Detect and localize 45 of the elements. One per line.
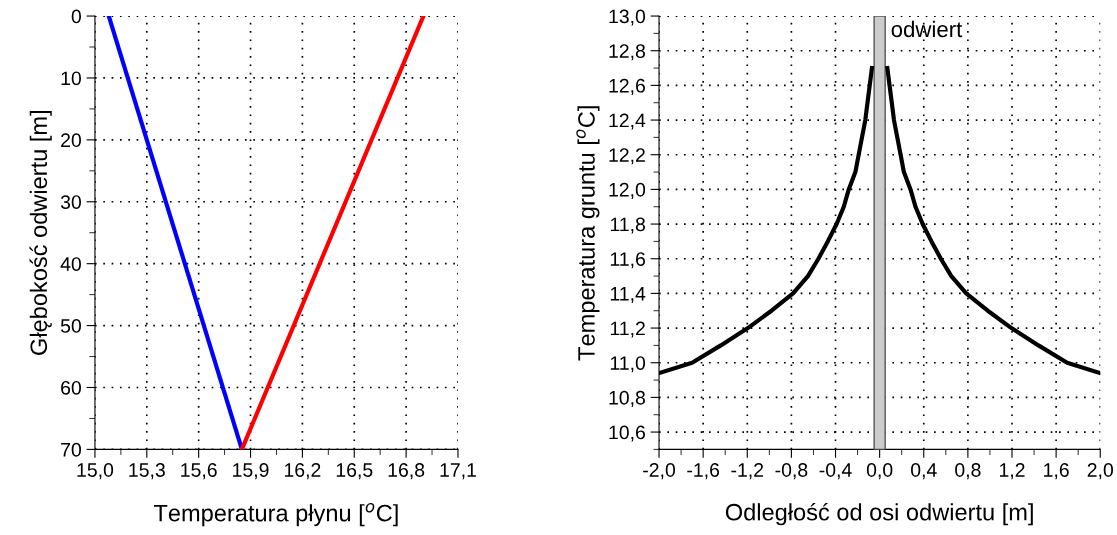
y-tick-label: 10,6	[609, 425, 645, 442]
y-tick-label: 12,2	[609, 148, 645, 165]
x-tick-label: 16,2	[284, 463, 321, 480]
y-axis-title: Temperatura gruntu [$^{o}$C]	[576, 106, 600, 361]
y-tick-label: 11,6	[610, 252, 645, 269]
y-tick-label: 10	[61, 71, 81, 86]
x-tick-label: -0,8	[775, 463, 808, 480]
x-tick-label: 16,8	[388, 463, 425, 480]
y-tick-label: 0	[71, 9, 81, 24]
x-tick-label: 15,9	[233, 463, 269, 480]
y-tick-label: 70	[61, 442, 81, 457]
x-tick-label: -1,2	[731, 463, 764, 480]
x-tick-label: 15,0	[77, 463, 114, 480]
x-tick-label: -1,6	[687, 463, 720, 480]
y-tick-label: 12,0	[609, 182, 646, 199]
x-tick-label: 2,0	[1087, 463, 1113, 480]
y-tick-label: 11,4	[610, 287, 646, 303]
x-axis-title: Temperatura płynu [$^{o}$C]	[153, 502, 398, 527]
x-tick-label: 15,3	[129, 463, 165, 480]
x-tick-label: 15,6	[181, 463, 217, 480]
y-axis-title: Głębokość odwiertu [m]	[29, 111, 52, 355]
y-tick-label: 10,8	[609, 390, 645, 407]
x-tick-label: 1,2	[999, 463, 1025, 480]
x-tick-label: 0,8	[955, 463, 981, 480]
x-tick-label: -0,4	[819, 463, 852, 480]
band-label: odwiert	[891, 20, 963, 38]
y-tick-label: 12,4	[609, 113, 646, 130]
y-tick-label: 20	[61, 133, 81, 148]
x-tick-label: -2,0	[643, 463, 676, 480]
y-tick-label: 50	[60, 319, 81, 333]
x-tick-label: 0,0	[866, 463, 893, 480]
x-tick-label: 17,1	[440, 463, 476, 480]
y-tick-label: 11,8	[610, 217, 645, 234]
y-tick-label: 60	[61, 380, 81, 395]
y-tick-label: 12,6	[609, 78, 645, 95]
y-tick-label: 30	[60, 195, 81, 210]
x-tick-label: 0,4	[911, 463, 937, 480]
y-tick-label: 11,0	[610, 356, 646, 373]
x-tick-label: 1,6	[1044, 463, 1069, 480]
y-tick-label: 11,2	[610, 321, 645, 338]
y-tick-label: 12,8	[609, 44, 645, 61]
y-tick-label: 13,0	[609, 9, 646, 26]
y-tick-label: 40	[60, 257, 81, 271]
x-axis-title: Odległość od osi odwiertu [m]	[725, 502, 1033, 526]
x-tick-label: 16,5	[336, 463, 373, 480]
